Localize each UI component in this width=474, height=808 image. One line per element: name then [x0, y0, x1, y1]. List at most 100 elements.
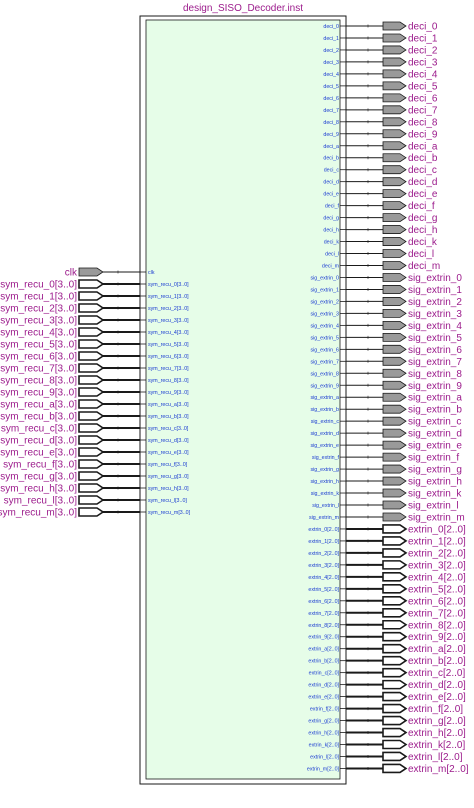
- output-port-extrin-0-2-0[interactable]: extrin_0[2..0] extrin_0[2..0]: [308, 524, 466, 535]
- output-port-sig-extrin-1[interactable]: sig_extrin_1 sig_extrin_1: [310, 285, 462, 296]
- output-port-sig-extrin-8[interactable]: sig_extrin_8 sig_extrin_8: [310, 369, 462, 380]
- input-port-sym-recu-b-3-0[interactable]: sym_recu_b[3..0] sym_recu_b[3..0]: [0, 411, 189, 423]
- output-port-sig-extrin-4[interactable]: sig_extrin_4 sig_extrin_4: [310, 321, 462, 332]
- input-label: sym_recu_m[3..0]: [0, 508, 77, 519]
- input-port-sym-recu-g-3-0[interactable]: sym_recu_g[3..0] sym_recu_g[3..0]: [0, 471, 189, 483]
- output-port-name: sig_extrin_a: [310, 395, 339, 401]
- input-port-sym-recu-l-3-0[interactable]: sym_recu_l[3..0] sym_recu_l[3..0]: [4, 495, 188, 507]
- output-port-deci-g[interactable]: deci_g deci_g: [323, 213, 437, 224]
- output-port-extrin-9-2-0[interactable]: extrin_9[2..0] extrin_9[2..0]: [308, 631, 466, 643]
- input-port-sym-recu-3-3-0[interactable]: sym_recu_3[3..0] sym_recu_3[3..0]: [0, 315, 189, 327]
- output-port-extrin-d-2-0[interactable]: extrin_d[2..0] extrin_d[2..0]: [308, 679, 466, 691]
- output-port-deci-b[interactable]: deci_b deci_b: [323, 153, 438, 164]
- input-port-sym-recu-2-3-0[interactable]: sym_recu_2[3..0] sym_recu_2[3..0]: [0, 303, 189, 315]
- input-port-name: sym_recu_3[3..0]: [148, 318, 189, 324]
- output-port-sig-extrin-d[interactable]: sig_extrin_d sig_extrin_d: [310, 429, 461, 440]
- output-port-sig-extrin-k[interactable]: sig_extrin_k sig_extrin_k: [311, 489, 463, 500]
- output-port-sig-extrin-f[interactable]: sig_extrin_f sig_extrin_f: [312, 453, 459, 464]
- output-label: deci_5: [408, 81, 438, 92]
- output-port-deci-k[interactable]: deci_k deci_k: [324, 237, 438, 248]
- input-port-sym-recu-a-3-0[interactable]: sym_recu_a[3..0] sym_recu_a[3..0]: [0, 399, 189, 411]
- output-port-extrin-1-2-0[interactable]: extrin_1[2..0] extrin_1[2..0]: [308, 536, 466, 547]
- output-port-sig-extrin-5[interactable]: sig_extrin_5 sig_extrin_5: [310, 333, 462, 344]
- output-port-deci-4[interactable]: deci_4 deci_4: [323, 69, 438, 80]
- output-port-sig-extrin-6[interactable]: sig_extrin_6 sig_extrin_6: [310, 345, 462, 356]
- input-port-sym-recu-5-3-0[interactable]: sym_recu_5[3..0] sym_recu_5[3..0]: [0, 339, 189, 351]
- input-port-sym-recu-8-3-0[interactable]: sym_recu_8[3..0] sym_recu_8[3..0]: [0, 375, 189, 387]
- output-port-extrin-e-2-0[interactable]: extrin_e[2..0] extrin_e[2..0]: [308, 691, 466, 703]
- output-port-extrin-2-2-0[interactable]: extrin_2[2..0] extrin_2[2..0]: [308, 548, 466, 559]
- output-port-deci-h[interactable]: deci_h deci_h: [323, 225, 437, 236]
- output-port-sig-extrin-7[interactable]: sig_extrin_7 sig_extrin_7: [310, 357, 462, 368]
- decoder-block[interactable]: [145, 19, 341, 780]
- output-port-sig-extrin-3[interactable]: sig_extrin_3 sig_extrin_3: [310, 309, 462, 320]
- input-port-sym-recu-9-3-0[interactable]: sym_recu_9[3..0] sym_recu_9[3..0]: [0, 387, 189, 399]
- input-port-sym-recu-0-3-0[interactable]: sym_recu_0[3..0] sym_recu_0[3..0]: [0, 279, 189, 291]
- output-port-sig-extrin-a[interactable]: sig_extrin_a sig_extrin_a: [310, 393, 462, 404]
- output-port-extrin-l-2-0[interactable]: extrin_l[2..0] extrin_l[2..0]: [310, 751, 463, 763]
- output-port-deci-1[interactable]: deci_1 deci_1: [323, 33, 438, 44]
- output-port-deci-3[interactable]: deci_3 deci_3: [323, 57, 438, 68]
- input-port-sym-recu-m-3-0[interactable]: sym_recu_m[3..0] sym_recu_m[3..0]: [0, 507, 191, 519]
- output-port-extrin-h-2-0[interactable]: extrin_h[2..0] extrin_h[2..0]: [308, 727, 466, 739]
- output-port-extrin-c-2-0[interactable]: extrin_c[2..0] extrin_c[2..0]: [309, 667, 466, 679]
- input-label: sym_recu_f[3..0]: [3, 460, 77, 471]
- output-pin-icon: [382, 177, 407, 187]
- input-port-sym-recu-h-3-0[interactable]: sym_recu_h[3..0] sym_recu_h[3..0]: [0, 483, 189, 495]
- output-port-deci-f[interactable]: deci_f deci_f: [325, 201, 435, 212]
- output-port-deci-9[interactable]: deci_9 deci_9: [323, 129, 438, 140]
- input-port-sym-recu-7-3-0[interactable]: sym_recu_7[3..0] sym_recu_7[3..0]: [0, 363, 189, 375]
- output-port-deci-m[interactable]: deci_m deci_m: [322, 261, 440, 272]
- output-port-deci-c[interactable]: deci_c deci_c: [324, 165, 437, 176]
- output-port-extrin-3-2-0[interactable]: extrin_3[2..0] extrin_3[2..0]: [308, 560, 466, 571]
- output-port-deci-6[interactable]: deci_6 deci_6: [323, 93, 438, 104]
- output-port-sig-extrin-m[interactable]: sig_extrin_m sig_extrin_m: [309, 512, 465, 523]
- input-port-name: sym_recu_a[3..0]: [148, 402, 189, 408]
- output-port-extrin-4-2-0[interactable]: extrin_4[2..0] extrin_4[2..0]: [308, 572, 466, 583]
- output-port-extrin-7-2-0[interactable]: extrin_7[2..0] extrin_7[2..0]: [308, 607, 466, 619]
- output-port-sig-extrin-b[interactable]: sig_extrin_b sig_extrin_b: [310, 405, 462, 416]
- output-port-deci-e[interactable]: deci_e deci_e: [323, 189, 438, 200]
- output-pin-icon: [382, 57, 407, 67]
- input-port-sym-recu-d-3-0[interactable]: sym_recu_d[3..0] sym_recu_d[3..0]: [0, 435, 189, 447]
- output-port-deci-0[interactable]: deci_0 deci_0: [323, 22, 438, 33]
- output-port-deci-2[interactable]: deci_2 deci_2: [323, 45, 438, 56]
- output-port-sig-extrin-e[interactable]: sig_extrin_e sig_extrin_e: [310, 441, 462, 452]
- input-port-sym-recu-f-3-0[interactable]: sym_recu_f[3..0] sym_recu_f[3..0]: [3, 459, 188, 471]
- output-port-extrin-b-2-0[interactable]: extrin_b[2..0] extrin_b[2..0]: [308, 655, 466, 667]
- output-label: deci_d: [408, 177, 437, 188]
- output-label: extrin_k[2..0]: [408, 740, 465, 751]
- output-port-extrin-a-2-0[interactable]: extrin_a[2..0] extrin_a[2..0]: [308, 643, 466, 655]
- output-port-sig-extrin-c[interactable]: sig_extrin_c sig_extrin_c: [311, 417, 462, 428]
- output-port-extrin-5-2-0[interactable]: extrin_5[2..0] extrin_5[2..0]: [308, 584, 466, 595]
- output-port-extrin-m-2-0[interactable]: extrin_m[2..0] extrin_m[2..0]: [307, 763, 469, 775]
- output-port-extrin-6-2-0[interactable]: extrin_6[2..0] extrin_6[2..0]: [308, 595, 466, 607]
- output-port-extrin-8-2-0[interactable]: extrin_8[2..0] extrin_8[2..0]: [308, 619, 466, 631]
- output-port-name: deci_8: [323, 120, 339, 126]
- output-label: extrin_g[2..0]: [408, 716, 466, 727]
- input-port-sym-recu-e-3-0[interactable]: sym_recu_e[3..0] sym_recu_e[3..0]: [0, 447, 189, 459]
- input-port-sym-recu-4-3-0[interactable]: sym_recu_4[3..0] sym_recu_4[3..0]: [0, 327, 189, 339]
- output-port-sig-extrin-9[interactable]: sig_extrin_9 sig_extrin_9: [310, 381, 462, 392]
- output-port-extrin-f-2-0[interactable]: extrin_f[2..0] extrin_f[2..0]: [310, 703, 463, 715]
- input-port-sym-recu-1-3-0[interactable]: sym_recu_1[3..0] sym_recu_1[3..0]: [0, 291, 189, 303]
- output-port-sig-extrin-g[interactable]: sig_extrin_g sig_extrin_g: [310, 465, 461, 476]
- input-port-sym-recu-c-3-0[interactable]: sym_recu_c[3..0] sym_recu_c[3..0]: [1, 423, 189, 435]
- output-port-extrin-k-2-0[interactable]: extrin_k[2..0] extrin_k[2..0]: [309, 739, 466, 751]
- output-port-deci-a[interactable]: deci_a deci_a: [323, 141, 438, 152]
- output-port-deci-5[interactable]: deci_5 deci_5: [323, 81, 438, 92]
- output-port-sig-extrin-0[interactable]: sig_extrin_0 sig_extrin_0: [310, 273, 462, 284]
- output-port-extrin-g-2-0[interactable]: extrin_g[2..0] extrin_g[2..0]: [308, 715, 466, 727]
- input-port-clk[interactable]: clk clk: [65, 268, 155, 279]
- output-port-sig-extrin-2[interactable]: sig_extrin_2 sig_extrin_2: [310, 297, 462, 308]
- output-port-deci-d[interactable]: deci_d deci_d: [323, 177, 437, 188]
- output-pin-icon: [382, 392, 407, 402]
- input-port-sym-recu-6-3-0[interactable]: sym_recu_6[3..0] sym_recu_6[3..0]: [0, 351, 189, 363]
- output-port-name: deci_f: [325, 204, 340, 210]
- output-port-deci-8[interactable]: deci_8 deci_8: [323, 117, 438, 128]
- output-port-sig-extrin-l[interactable]: sig_extrin_l sig_extrin_l: [312, 501, 458, 512]
- output-port-deci-7[interactable]: deci_7 deci_7: [323, 105, 438, 116]
- output-port-sig-extrin-h[interactable]: sig_extrin_h sig_extrin_h: [310, 477, 461, 488]
- output-port-deci-l[interactable]: deci_l deci_l: [325, 249, 434, 260]
- output-pin-icon: [382, 572, 408, 582]
